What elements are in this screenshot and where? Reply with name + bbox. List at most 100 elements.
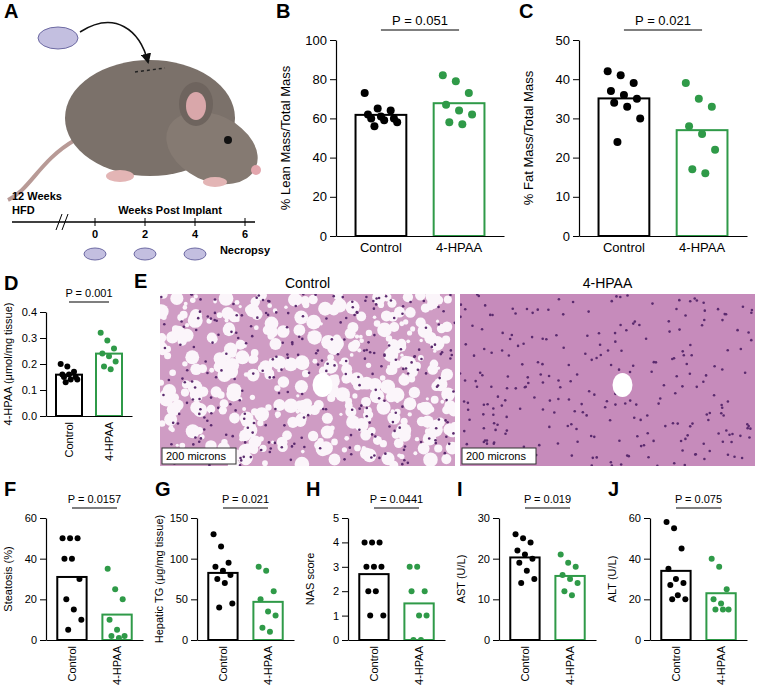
y-tick: 0.3 [22,332,46,344]
lipid-droplet [273,308,278,313]
nucleus [442,310,445,313]
nucleus [431,346,434,349]
nucleus [713,365,716,368]
nucleus [744,372,747,375]
nucleus [483,441,486,444]
y-tick: 50 [556,33,579,48]
nucleus [452,432,455,435]
nucleus [251,431,254,434]
y-tick-label: 50 [176,593,188,605]
data-point [362,539,368,545]
nucleus [301,338,304,341]
data-point [682,596,688,602]
data-point [407,564,413,570]
nucleus [438,323,441,326]
nucleus [436,386,439,389]
data-point [267,629,273,635]
data-point [63,596,69,602]
lipid-droplet [368,427,376,435]
nucleus [368,421,371,424]
nucleus [325,370,328,373]
significance-bracket [374,507,419,508]
lipid-droplet [352,393,357,398]
nucleus [486,403,489,406]
y-axis: 012345 [333,512,349,646]
nucleus [350,453,353,456]
lipid-droplet [428,406,434,412]
nucleus [494,429,497,432]
y-tick: 40 [313,150,336,165]
y-tick-mark [330,236,336,237]
nucleus [509,338,512,341]
y-tick: 80 [313,72,336,87]
nucleus [683,464,686,466]
nucleus [383,400,386,403]
nucleus [199,298,202,301]
nucleus [326,362,329,365]
nucleus [281,446,284,449]
y-tick-mark [330,79,336,80]
lipid-droplet [160,294,162,298]
data-point [378,564,384,570]
y-tick-label: 150 [170,512,188,524]
lipid-droplet [408,412,412,416]
nucleus [542,381,545,384]
significance-bracket [676,507,721,508]
nucleus [298,336,301,339]
lipid-droplet [392,430,400,438]
data-point [610,99,618,107]
image-title: Control [285,275,330,291]
lipid-droplet [267,303,272,308]
lipid-droplet [272,356,286,370]
nucleus [303,416,306,419]
y-tick-label: 0.1 [22,384,37,396]
data-point [565,560,571,566]
lipid-droplet [251,349,259,357]
significance-bracket [381,29,459,30]
nucleus [351,300,354,303]
nucleus [690,354,693,357]
plot-area [510,531,584,640]
x-tick-label: Control [217,646,229,681]
x-axis: Control4-HPAA [500,640,597,685]
lipid-droplet [276,415,279,418]
nucleus [656,465,659,466]
lipid-droplet [398,374,410,386]
nucleus [566,425,569,428]
y-tick-mark [573,40,579,41]
nucleus [319,447,322,450]
nucleus [703,458,706,461]
nucleus [434,439,437,442]
y-tick-label: 3 [333,561,339,573]
nucleus [184,381,187,384]
nucleus [435,442,438,445]
data-point [222,580,228,586]
panel-letter: H [306,478,320,500]
y-tick: 0 [635,634,650,646]
lipid-droplet [198,386,208,396]
lipid-droplet [251,369,259,377]
nucleus [179,344,182,347]
x-tick-label: 4-HPAA [413,645,425,685]
timeline-end-label: Necropsy [220,244,271,256]
bar [661,571,690,640]
bar [555,576,584,640]
nucleus [717,308,720,311]
data-point [424,613,430,619]
data-point [679,546,685,552]
data-point [67,535,73,541]
nucleus [281,342,284,345]
nucleus [332,295,335,298]
nucleus [445,399,448,402]
nucleus [243,417,246,420]
nucleus [211,341,214,344]
nucleus [531,312,534,315]
lipid-droplet [355,334,359,338]
nucleus [580,403,583,406]
lipid-droplet [250,395,255,400]
data-point [61,556,67,562]
nucleus [537,361,540,364]
mouse-eye [224,136,232,144]
data-point [410,637,416,640]
lipid-droplet [190,297,196,303]
